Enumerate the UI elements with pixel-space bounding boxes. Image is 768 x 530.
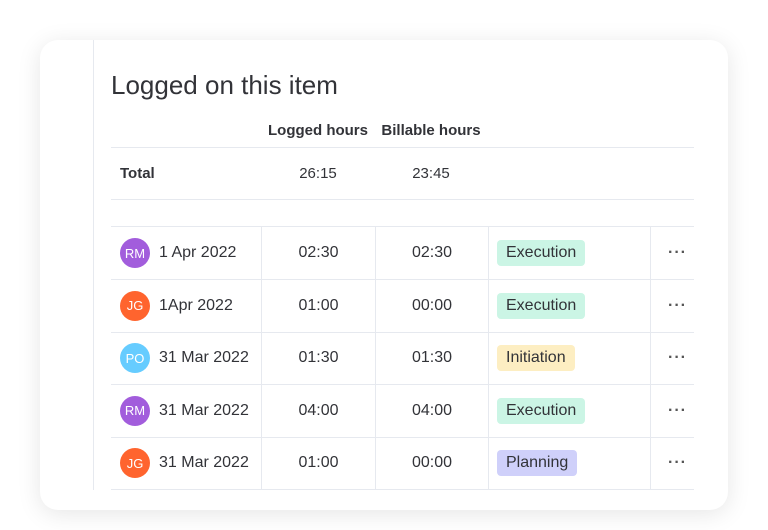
divider bbox=[375, 384, 376, 438]
avatar: PO bbox=[120, 343, 150, 374]
billable-hours[interactable]: 00:00 bbox=[411, 296, 453, 314]
avatar: JG bbox=[120, 448, 150, 479]
billable-hours[interactable]: 00:00 bbox=[411, 454, 453, 472]
divider bbox=[650, 279, 651, 333]
logged-hours[interactable]: 01:30 bbox=[298, 349, 339, 367]
logged-hours[interactable]: 02:30 bbox=[298, 244, 339, 261]
avatar: RM bbox=[120, 395, 150, 426]
billable-hours[interactable]: 02:30 bbox=[411, 244, 453, 261]
divider bbox=[650, 384, 651, 438]
date: 31 Mar 2022 bbox=[159, 454, 249, 472]
divider bbox=[488, 384, 489, 438]
divider bbox=[111, 226, 694, 227]
divider bbox=[650, 437, 651, 491]
avatar: JG bbox=[120, 290, 150, 321]
divider bbox=[650, 227, 651, 280]
billable-hours[interactable]: 01:30 bbox=[411, 349, 453, 367]
avatar: RM bbox=[120, 238, 150, 268]
logged-hours[interactable]: 01:00 bbox=[298, 296, 339, 314]
table-row[interactable]: PO 31 Mar 2022 01:30 01:30 Initiation ··· bbox=[111, 332, 694, 386]
divider bbox=[111, 199, 694, 200]
more-options-icon[interactable]: ··· bbox=[668, 401, 687, 419]
header-billable-hours: Billable hours bbox=[381, 122, 481, 139]
phase-tag[interactable]: Execution bbox=[497, 397, 586, 424]
date: 1 Apr 2022 bbox=[159, 244, 237, 261]
phase-tag[interactable]: Planning bbox=[497, 450, 578, 477]
total-logged: 26:15 bbox=[299, 165, 337, 182]
table-row[interactable]: RM 31 Mar 2022 04:00 04:00 Execution ··· bbox=[111, 384, 694, 438]
more-options-icon[interactable]: ··· bbox=[668, 349, 687, 367]
header-logged-hours: Logged hours bbox=[268, 122, 368, 139]
divider bbox=[261, 279, 262, 333]
divider bbox=[375, 227, 376, 280]
phase-tag[interactable]: Execution bbox=[497, 240, 586, 266]
divider bbox=[111, 147, 694, 148]
divider bbox=[93, 40, 94, 490]
more-options-icon[interactable]: ··· bbox=[668, 244, 687, 261]
total-label: Total bbox=[120, 165, 155, 182]
divider bbox=[261, 332, 262, 386]
more-options-icon[interactable]: ··· bbox=[668, 454, 687, 472]
card bbox=[40, 40, 728, 510]
divider bbox=[261, 227, 262, 280]
total-billable: 23:45 bbox=[412, 165, 450, 182]
billable-hours[interactable]: 04:00 bbox=[411, 401, 453, 419]
date: 31 Mar 2022 bbox=[159, 349, 249, 367]
divider bbox=[488, 332, 489, 386]
date: 1Apr 2022 bbox=[159, 296, 233, 314]
divider bbox=[375, 437, 376, 491]
logged-hours[interactable]: 01:00 bbox=[298, 454, 339, 472]
logged-hours[interactable]: 04:00 bbox=[298, 401, 339, 419]
divider bbox=[650, 332, 651, 386]
divider bbox=[488, 279, 489, 333]
page-title: Logged on this item bbox=[111, 70, 338, 100]
phase-tag[interactable]: Initiation bbox=[497, 345, 575, 372]
divider bbox=[375, 332, 376, 386]
divider bbox=[261, 437, 262, 491]
table-row[interactable]: JG 31 Mar 2022 01:00 00:00 Planning ··· bbox=[111, 437, 694, 491]
phase-tag[interactable]: Execution bbox=[497, 292, 586, 319]
divider bbox=[488, 437, 489, 491]
more-options-icon[interactable]: ··· bbox=[668, 296, 687, 314]
divider bbox=[261, 384, 262, 438]
divider bbox=[375, 279, 376, 333]
divider bbox=[488, 227, 489, 280]
table-row[interactable]: RM 1 Apr 2022 02:30 02:30 Execution ··· bbox=[111, 227, 694, 280]
date: 31 Mar 2022 bbox=[159, 401, 249, 419]
table-row[interactable]: JG 1Apr 2022 01:00 00:00 Execution ··· bbox=[111, 279, 694, 333]
